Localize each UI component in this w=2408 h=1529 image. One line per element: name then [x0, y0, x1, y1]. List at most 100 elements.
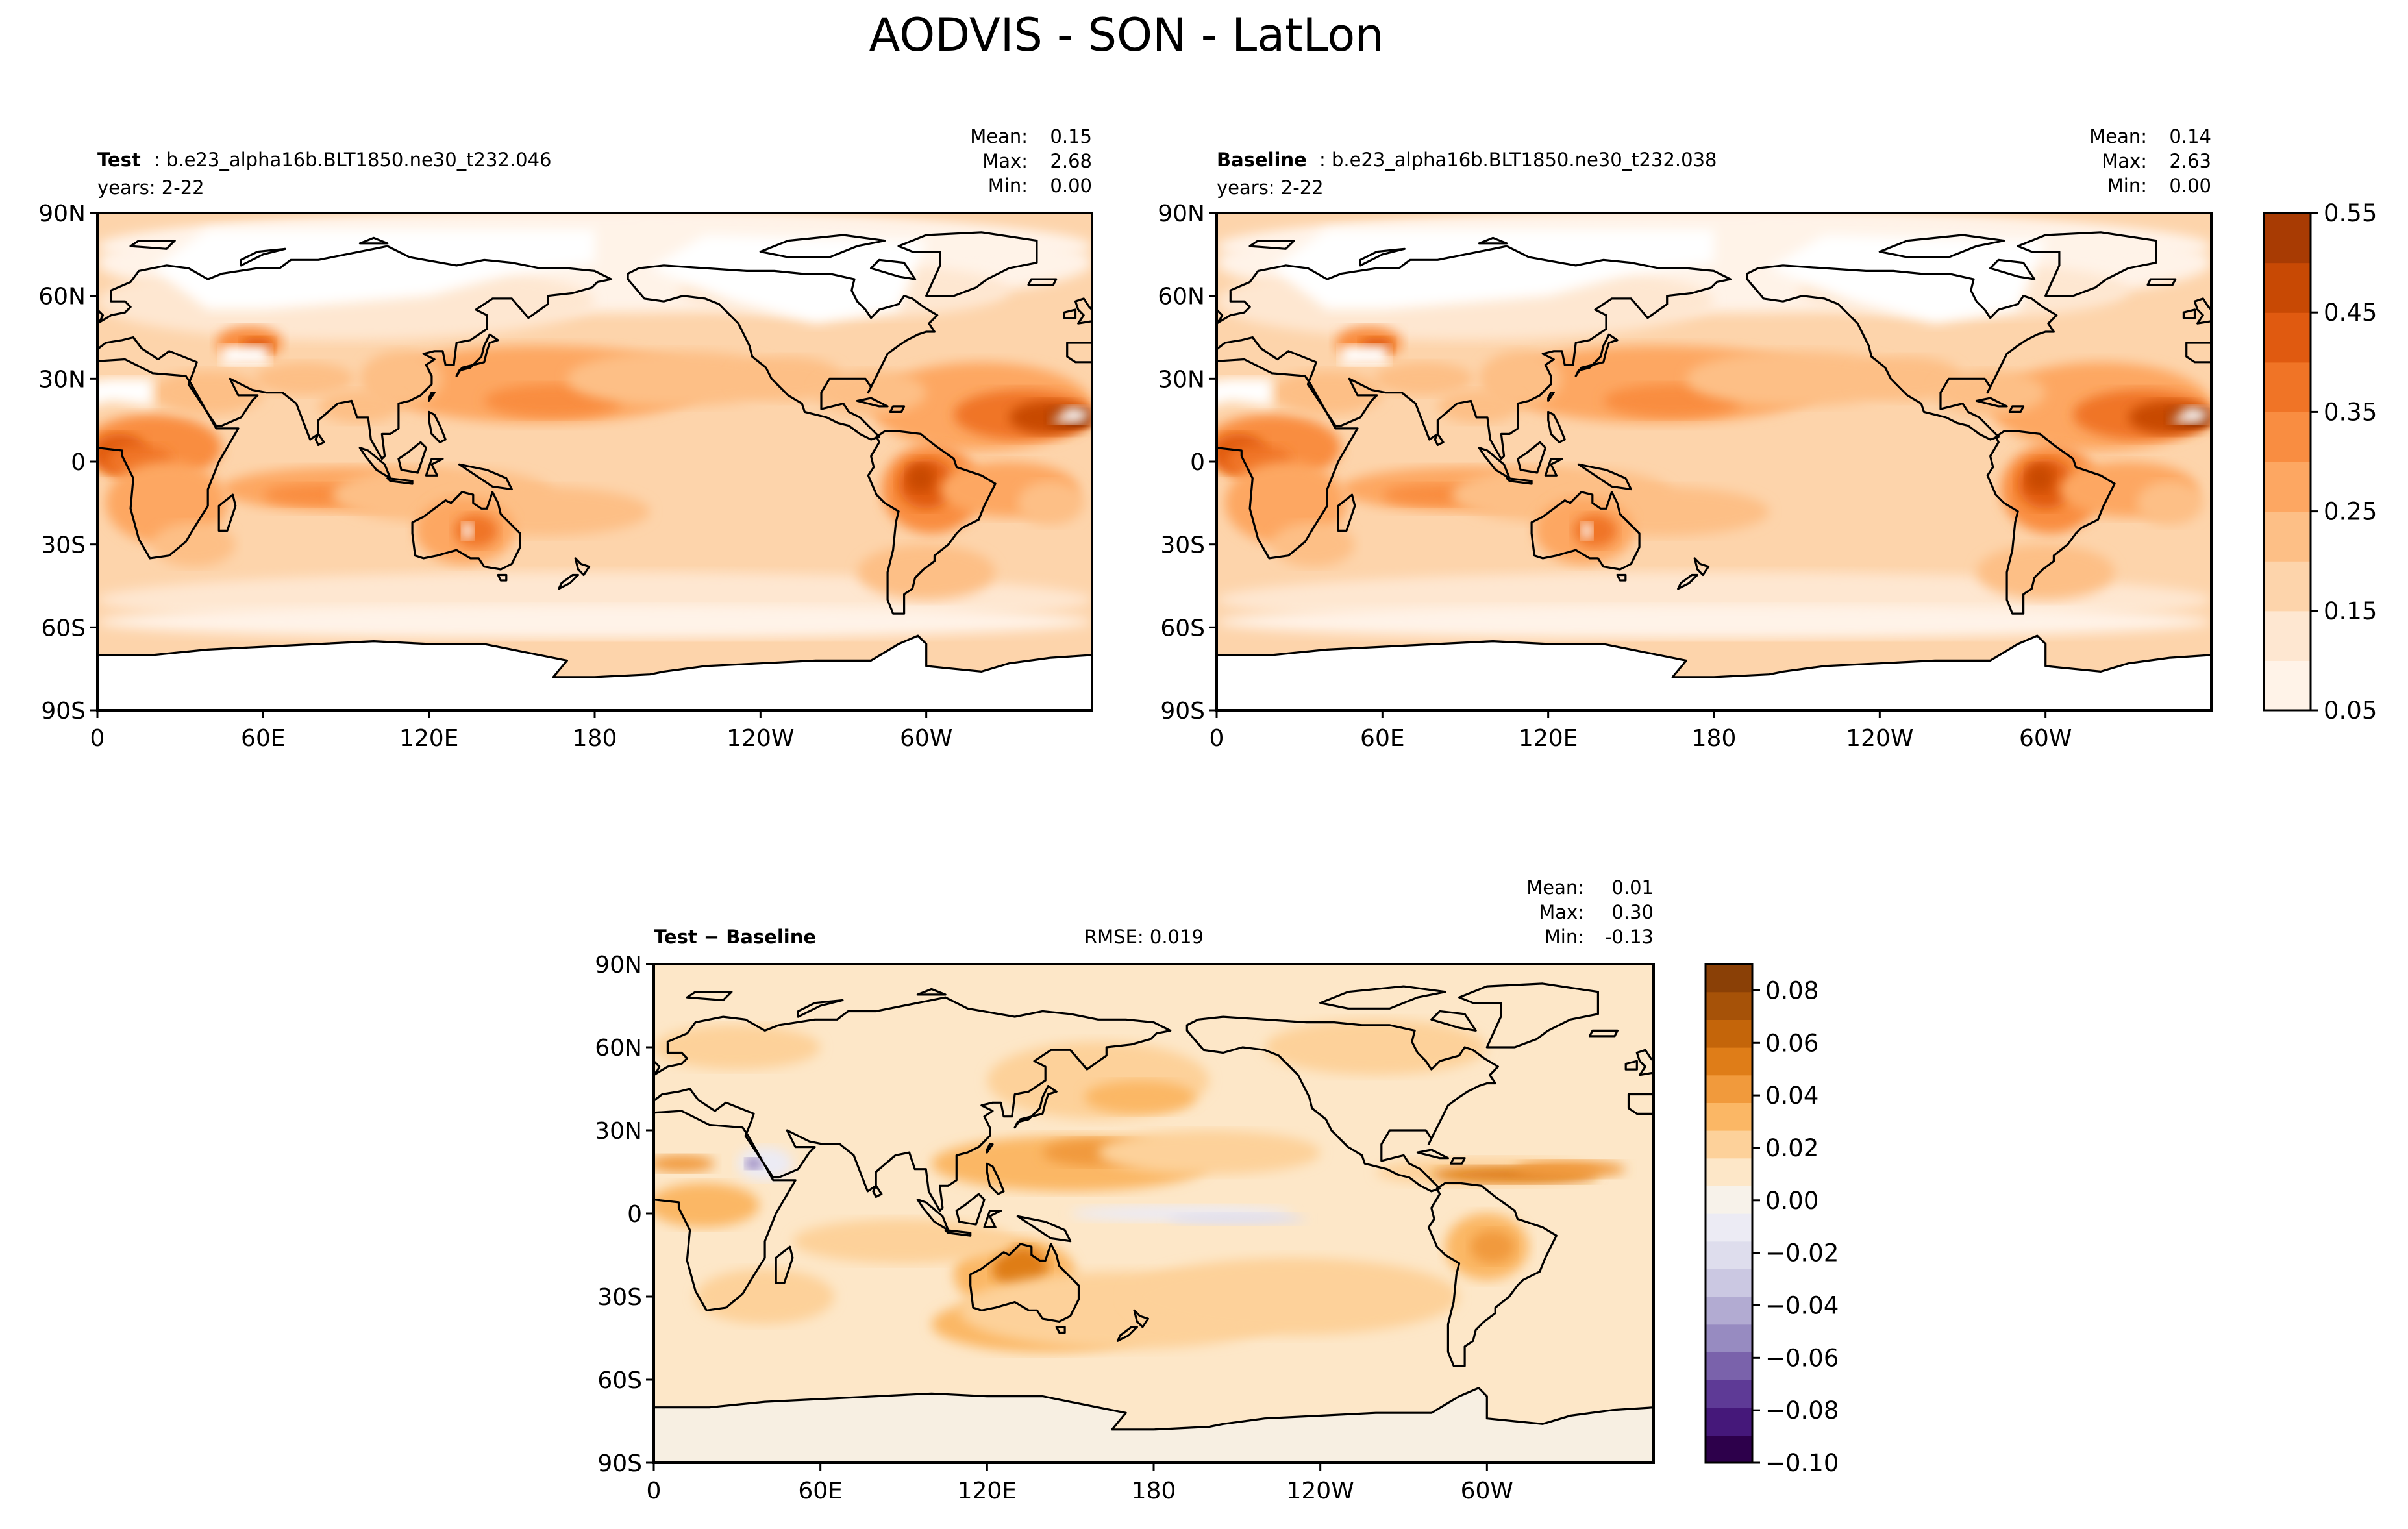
coastline-tasmania — [1055, 1326, 1066, 1334]
panel-test: Test : b.e23_alpha16b.BLT1850.ne30_t232.… — [38, 125, 1093, 752]
field-contour-5 — [97, 605, 1092, 639]
xtick-label-2: 120E — [958, 1478, 1017, 1504]
coastline-eurasia — [97, 245, 613, 460]
field-contour-16 — [654, 1155, 715, 1172]
xtick-label-3: 180 — [1132, 1478, 1176, 1504]
colorbar-bottom-swatch-4 — [1706, 1324, 1752, 1352]
coastline-uk-w — [2193, 297, 2211, 325]
colorbar-bottom-swatch-8 — [1706, 1213, 1752, 1242]
coastline-hispaniola — [2008, 405, 2025, 413]
colorbar-top-tick-label-3: 0.25 — [2324, 498, 2377, 526]
field-contour-30 — [2137, 480, 2203, 525]
xtick-label-1: 60E — [1360, 725, 1405, 752]
colorbar-bottom-swatch-13 — [1706, 1075, 1752, 1103]
xtick-label-1: 60E — [798, 1478, 843, 1504]
field-mask-iran-mask — [1341, 345, 1388, 366]
panel-diff-yticks: 90N 60N 30N 0 30S 60S 90S — [595, 952, 654, 1477]
colorbar-bottom-tick-label-6: −0.04 — [1765, 1291, 1839, 1319]
panel-test-max-key: Max: — [982, 150, 1028, 172]
field-contour-18 — [695, 1269, 834, 1324]
ytick-label-5: 60S — [41, 615, 86, 641]
colorbar-bottom-swatch-10 — [1706, 1158, 1752, 1186]
ytick-label-0: 90N — [595, 952, 642, 978]
panel-baseline-label-bold: Baseline — [1217, 149, 1307, 171]
panel-test-yticks: 90N 60N 30N 0 30S 60S 90S — [38, 201, 97, 725]
coastline-japan — [1574, 333, 1619, 377]
coastline-philippines — [428, 410, 447, 443]
ytick-label-0: 90N — [1158, 201, 1205, 227]
ytick-label-3: 0 — [1190, 449, 1205, 476]
ytick-label-6: 90S — [1160, 698, 1205, 725]
colorbar-top-swatch-5 — [2264, 412, 2311, 462]
field-contour-36 — [318, 390, 402, 423]
field-contour-15 — [654, 1183, 760, 1228]
coastline-uk-w — [1635, 1049, 1654, 1076]
xtick-label-0: 0 — [90, 725, 105, 752]
panel-test-max-value: 2.68 — [1050, 150, 1092, 172]
coastline-severnaya — [1478, 236, 1508, 245]
coastline-uk — [97, 308, 105, 323]
colorbar-bottom-swatch-3 — [1706, 1352, 1752, 1380]
field-contour-38 — [1935, 370, 2046, 415]
coastline-sulawesi — [983, 1210, 1002, 1228]
colorbar-top-tick-label-1: 0.45 — [2324, 299, 2377, 327]
coastline-severnaya — [358, 236, 389, 245]
colorbar-bottom-swatch-1 — [1706, 1407, 1752, 1436]
coastline-new-guinea — [1577, 463, 1632, 491]
field-contour-14 — [1515, 1160, 1626, 1178]
field-contour-37 — [732, 356, 843, 401]
coastline-taiwan — [986, 1143, 994, 1154]
figure-title: AODVIS - SON - LatLon — [869, 8, 1384, 62]
field-contour-36 — [1437, 390, 1521, 423]
colorbar-top-swatch-3 — [2264, 511, 2311, 562]
coastline-south-america — [1986, 430, 2116, 615]
coastline-tasmania — [497, 573, 508, 582]
panel-diff: Test − Baseline RMSE: 0.019 Mean: 0.01 M… — [595, 876, 1655, 1504]
panel-baseline-min-key: Min: — [2107, 175, 2147, 197]
coastline-svalbard — [686, 991, 733, 1002]
panel-baseline-min-value: 0.00 — [2169, 175, 2211, 197]
xtick-label-5: 60W — [2019, 725, 2072, 752]
field-contour-38 — [815, 370, 926, 415]
xtick-label-0: 0 — [647, 1478, 662, 1504]
colorbar-top-swatch-8 — [2264, 262, 2311, 313]
coastline-africa — [1217, 358, 1359, 560]
coastline-eurasia-w — [2185, 342, 2211, 364]
field-contour-22 — [1167, 1213, 1307, 1224]
field-contour-20 — [654, 1025, 821, 1070]
coastline-antarctica — [654, 1387, 1654, 1463]
field-contour-28 — [1976, 544, 2115, 600]
coastline-australia — [1530, 491, 1641, 571]
coastline-java — [386, 477, 414, 485]
colorbar-bottom-tick-label-9: −0.10 — [1765, 1449, 1839, 1477]
ytick-label-1: 60N — [595, 1035, 642, 1062]
field-contour-30 — [1017, 480, 1084, 525]
coastline-cuba — [1975, 397, 2008, 408]
field-contour-4 — [1084, 1080, 1196, 1114]
field-mask-eurasia-mask — [1272, 229, 1714, 310]
coastline-madagascar — [775, 1245, 794, 1284]
panel-diff-mean-key: Mean: — [1526, 876, 1584, 899]
coastline-sulawesi — [1544, 458, 1563, 477]
coastline-severnaya — [916, 988, 947, 996]
panel-test-land — [97, 231, 1092, 710]
coastline-canada-islands — [1878, 234, 2005, 258]
colorbar-bottom-swatch-5 — [1706, 1297, 1752, 1325]
coastline-borneo — [397, 441, 427, 474]
coastline-svalbard — [1248, 240, 1295, 250]
field-contour-24 — [454, 514, 498, 547]
coastline-hispaniola — [1450, 1157, 1466, 1165]
coastline-greenland — [1458, 982, 1599, 1049]
colorbar-bottom-tick-label-7: −0.06 — [1765, 1344, 1839, 1372]
coastline-new-zealand-s — [1677, 573, 1699, 590]
panel-diff-max-value: 0.30 — [1611, 901, 1654, 923]
panel-test-label-bold: Test — [97, 149, 141, 171]
coastline-eurasia-w — [1066, 342, 1092, 364]
field-contour-11 — [1470, 1230, 1515, 1263]
coastline-hispaniola — [889, 405, 906, 413]
panel-diff-rmse: RMSE: 0.019 — [1084, 926, 1204, 948]
colorbar-top-tick-label-0: 0.55 — [2324, 199, 2377, 227]
xtick-label-0: 0 — [1210, 725, 1224, 752]
ytick-label-4: 30S — [41, 532, 86, 559]
coastline-ireland — [626, 1061, 637, 1069]
